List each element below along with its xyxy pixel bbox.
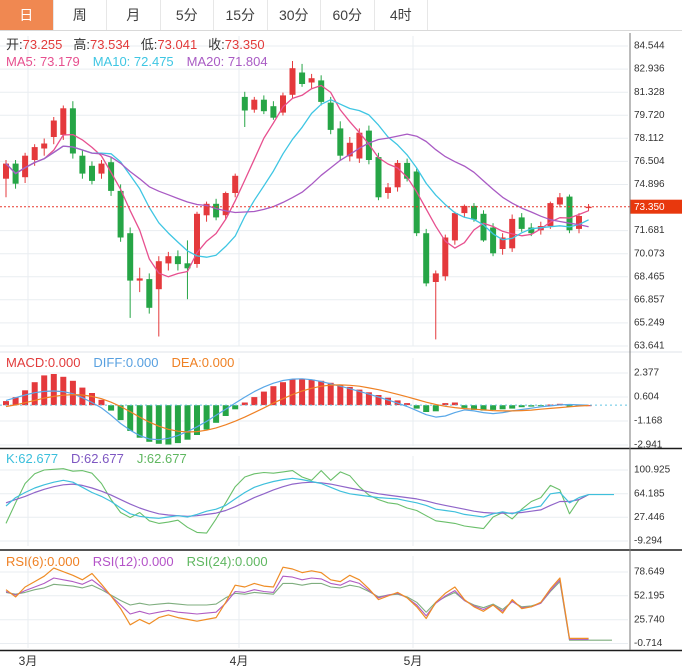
low-label: 低: bbox=[140, 37, 158, 52]
d-value: D:62.677 bbox=[71, 451, 124, 466]
y-axis-tick-label: 0.604 bbox=[634, 392, 659, 403]
y-axis-tick-label: 84.544 bbox=[634, 41, 665, 52]
tab-15min[interactable]: 15分 bbox=[214, 0, 268, 30]
y-axis-tick-label: 25.740 bbox=[634, 614, 665, 625]
period-tabbar: 日 周 月 5分 15分 30分 60分 4时 bbox=[0, 0, 682, 31]
high-value: 73.534 bbox=[90, 37, 130, 52]
y-axis-tick-label: -9.294 bbox=[634, 536, 663, 547]
y-axis-tick-label: 65.249 bbox=[634, 318, 665, 329]
y-axis-tick-label: 74.896 bbox=[634, 179, 665, 190]
open-label: 开: bbox=[6, 37, 23, 52]
y-axis-tick-label: 63.641 bbox=[634, 341, 665, 352]
y-axis-tick-label: 68.465 bbox=[634, 271, 665, 282]
ma20-readout: MA20: 71.804 bbox=[186, 54, 268, 69]
macd-value: MACD:0.000 bbox=[6, 355, 81, 370]
y-axis-tick-label: 27.446 bbox=[634, 512, 665, 523]
rsi-readout: RSI(6):0.000 RSI(12):0.000 RSI(24):0.000 bbox=[6, 554, 268, 569]
y-axis-tick-label: 78.649 bbox=[634, 567, 665, 578]
y-axis-tick-label: 64.185 bbox=[634, 488, 665, 499]
y-axis-tick-label: 79.720 bbox=[634, 110, 665, 121]
y-axis-tick-label: 2.377 bbox=[634, 368, 659, 379]
x-axis-label-march: 3月 bbox=[18, 654, 38, 668]
tab-month[interactable]: 月 bbox=[107, 0, 161, 30]
kdj-readout: K:62.677 D:62.677 J:62.677 bbox=[6, 451, 187, 466]
macd-readout: MACD:0.000 DIFF:0.000 DEA:0.000 bbox=[6, 355, 234, 370]
close-value: 73.350 bbox=[224, 37, 265, 52]
close-label: 收: bbox=[208, 37, 225, 52]
j-value: J:62.677 bbox=[136, 451, 187, 466]
tab-4hour[interactable]: 4时 bbox=[375, 0, 428, 30]
y-axis-tick-label: 70.073 bbox=[634, 248, 665, 259]
x-axis-label-april: 4月 bbox=[229, 654, 249, 668]
dea-value: DEA:0.000 bbox=[171, 355, 235, 370]
y-axis-tick-label: 82.936 bbox=[634, 64, 665, 75]
y-axis-tick-label: -1.168 bbox=[634, 416, 663, 427]
rsi24-value: RSI(24):0.000 bbox=[186, 554, 268, 569]
tab-day[interactable]: 日 bbox=[0, 0, 54, 30]
diff-value: DIFF:0.000 bbox=[93, 355, 159, 370]
k-value: K:62.677 bbox=[6, 451, 59, 466]
tab-5min[interactable]: 5分 bbox=[161, 0, 214, 30]
y-axis-tick-label: -0.714 bbox=[634, 638, 663, 649]
low-value: 73.041 bbox=[157, 37, 198, 52]
y-axis-tick-label: -2.941 bbox=[634, 440, 663, 451]
tab-30min[interactable]: 30分 bbox=[268, 0, 321, 30]
y-axis-tick-label: 71.681 bbox=[634, 225, 665, 236]
rsi6-value: RSI(6):0.000 bbox=[6, 554, 80, 569]
ohlc-readout: 开:73.255 高:73.534 低:73.041 收:73.350 bbox=[6, 37, 276, 52]
y-axis-tick-label: 100.925 bbox=[634, 465, 671, 476]
x-axis-label-may: 5月 bbox=[403, 654, 423, 668]
rsi12-value: RSI(12):0.000 bbox=[92, 554, 174, 569]
ma10-readout: MA10: 72.475 bbox=[92, 54, 174, 69]
y-axis-tick-label: 81.328 bbox=[634, 87, 665, 98]
ma-readout: MA5: 73.179 MA10: 72.475 MA20: 71.804 bbox=[6, 54, 268, 69]
last-price-tag bbox=[630, 199, 682, 214]
high-label: 高: bbox=[73, 37, 91, 52]
open-value: 73.255 bbox=[22, 37, 63, 52]
y-axis-tick-label: 73.350 bbox=[634, 202, 665, 213]
y-axis-tick-label: 76.504 bbox=[634, 156, 665, 167]
tab-week[interactable]: 周 bbox=[54, 0, 107, 30]
y-axis-tick-label: 52.195 bbox=[634, 590, 665, 601]
ma5-readout: MA5: 73.179 bbox=[6, 54, 80, 69]
tab-60min[interactable]: 60分 bbox=[321, 0, 375, 30]
y-axis-tick-label: 78.112 bbox=[634, 133, 664, 144]
y-axis-tick-label: 66.857 bbox=[634, 294, 665, 305]
